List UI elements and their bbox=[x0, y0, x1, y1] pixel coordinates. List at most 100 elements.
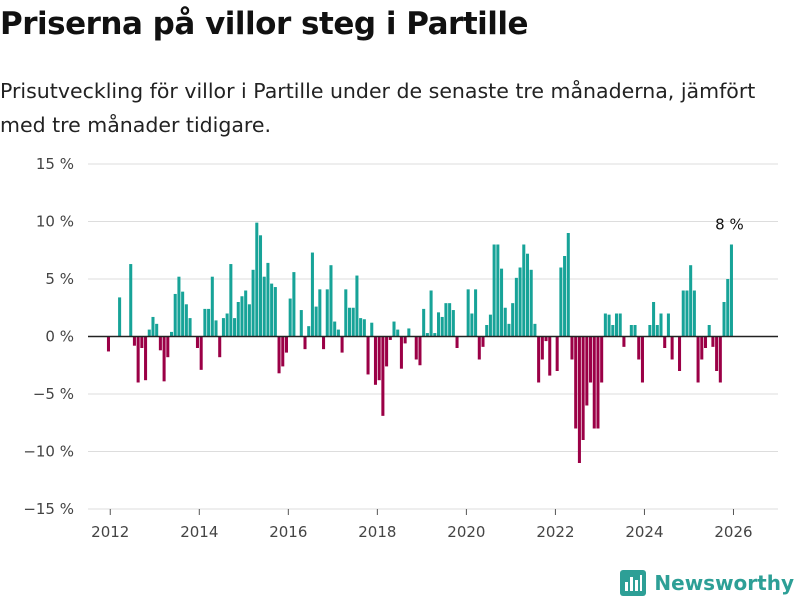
bar bbox=[233, 318, 237, 337]
bars bbox=[106, 222, 733, 463]
bar bbox=[481, 336, 485, 347]
bar bbox=[392, 321, 396, 337]
bar bbox=[373, 336, 377, 385]
bar bbox=[466, 289, 470, 337]
bar bbox=[566, 233, 570, 337]
bar bbox=[229, 264, 233, 337]
bar bbox=[381, 336, 385, 416]
bar bbox=[722, 302, 726, 337]
bar bbox=[518, 267, 522, 337]
bar bbox=[355, 275, 359, 337]
bar bbox=[225, 313, 229, 337]
bar bbox=[136, 336, 140, 383]
bar bbox=[603, 313, 607, 337]
bar bbox=[511, 303, 515, 337]
bar bbox=[251, 269, 255, 337]
bar bbox=[659, 313, 663, 337]
bar bbox=[173, 293, 177, 337]
bar bbox=[385, 336, 389, 367]
bar bbox=[336, 329, 340, 337]
y-tick-label: −5 % bbox=[33, 385, 74, 403]
bar bbox=[507, 323, 511, 337]
y-tick-label: −10 % bbox=[23, 443, 74, 461]
data-label: 8 % bbox=[715, 216, 744, 234]
bar bbox=[451, 310, 455, 337]
bar bbox=[729, 244, 733, 337]
bar bbox=[359, 318, 363, 337]
bar bbox=[596, 336, 600, 429]
bar bbox=[329, 265, 333, 337]
bar bbox=[158, 336, 162, 351]
bar bbox=[585, 336, 589, 406]
bar bbox=[503, 307, 507, 337]
bar bbox=[685, 290, 689, 337]
bar bbox=[314, 306, 318, 337]
bar bbox=[266, 262, 270, 337]
chart-title: Priserna på villor steg i Partille bbox=[0, 6, 529, 42]
bar bbox=[637, 336, 641, 360]
bar bbox=[533, 323, 537, 337]
bar bbox=[500, 268, 504, 337]
bar bbox=[522, 244, 526, 337]
bar bbox=[700, 336, 704, 360]
gridlines bbox=[88, 163, 778, 510]
bar bbox=[396, 329, 400, 337]
bar bbox=[600, 336, 604, 383]
bar bbox=[570, 336, 574, 360]
bar bbox=[614, 313, 619, 337]
bar bbox=[670, 336, 674, 360]
bar bbox=[307, 326, 311, 337]
bar bbox=[181, 291, 185, 337]
x-tick-label: 2018 bbox=[358, 523, 396, 541]
x-tick-label: 2012 bbox=[91, 523, 129, 541]
bar bbox=[244, 290, 248, 337]
y-tick-label: 0 % bbox=[45, 328, 74, 346]
bar bbox=[633, 325, 637, 337]
bar bbox=[652, 302, 656, 337]
bar bbox=[607, 314, 611, 337]
bar bbox=[377, 336, 381, 381]
bar bbox=[318, 289, 322, 337]
x-axis: 2012 2014 2016 2018 2020 2022 2024 2026 bbox=[91, 509, 753, 541]
bar bbox=[299, 310, 303, 337]
bar bbox=[436, 312, 441, 337]
bar bbox=[277, 336, 281, 374]
bar bbox=[470, 313, 474, 337]
bar bbox=[663, 336, 667, 348]
bar bbox=[170, 331, 174, 337]
bar bbox=[666, 313, 670, 337]
y-tick-label: 10 % bbox=[36, 213, 74, 231]
bar bbox=[236, 302, 240, 337]
bar bbox=[681, 290, 685, 337]
y-tick-label: 5 % bbox=[45, 270, 74, 288]
bar bbox=[433, 333, 437, 337]
bar-chart-logo-icon bbox=[620, 570, 647, 596]
bar bbox=[347, 307, 352, 337]
bar bbox=[340, 336, 344, 353]
bar bbox=[203, 308, 207, 337]
bar bbox=[422, 308, 426, 337]
bar bbox=[629, 325, 633, 337]
bar bbox=[325, 289, 329, 337]
bar bbox=[177, 276, 181, 337]
bar bbox=[655, 325, 659, 337]
bar bbox=[303, 336, 307, 350]
bar bbox=[703, 336, 708, 348]
x-tick-label: 2026 bbox=[714, 523, 752, 541]
bar bbox=[581, 336, 585, 440]
bar bbox=[240, 296, 244, 337]
x-tick-label: 2022 bbox=[536, 523, 574, 541]
bar bbox=[577, 336, 581, 463]
brand-logo: Newsworthy bbox=[620, 570, 794, 596]
bar bbox=[140, 336, 144, 348]
bar bbox=[247, 304, 251, 337]
bar bbox=[151, 316, 155, 337]
bar bbox=[210, 276, 214, 337]
bar bbox=[429, 290, 433, 337]
bar bbox=[726, 279, 730, 337]
bar bbox=[678, 336, 682, 371]
bar bbox=[444, 303, 448, 337]
bar bbox=[214, 320, 218, 337]
bar bbox=[351, 307, 355, 337]
bar bbox=[618, 313, 622, 337]
